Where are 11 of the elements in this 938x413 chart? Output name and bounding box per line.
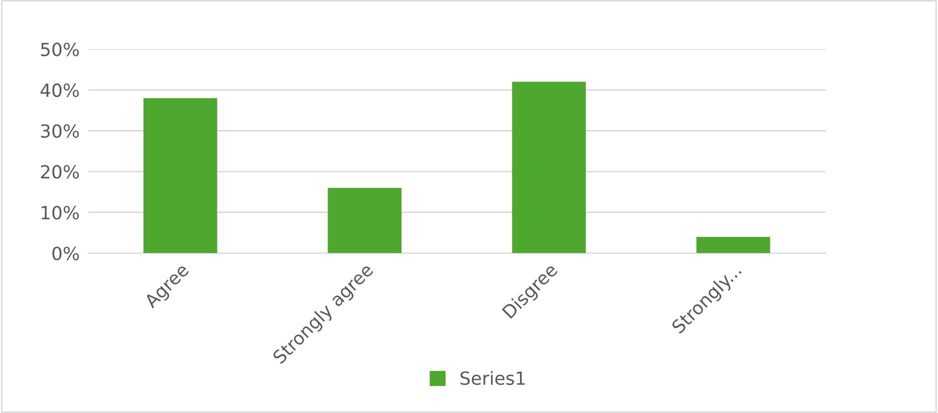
y-tick-label: 40% [40,83,79,98]
y-tick-label: 20% [41,165,79,179]
y-tick-label: 30% [41,124,79,138]
y-tick-label: 50% [41,42,79,56]
bar [143,98,218,254]
y-tick-label: 0% [52,246,79,260]
legend-label: Series1 [460,371,525,385]
y-tick-label: 10% [42,206,79,220]
bar [696,236,770,254]
bar [512,82,586,254]
bar [328,188,402,254]
